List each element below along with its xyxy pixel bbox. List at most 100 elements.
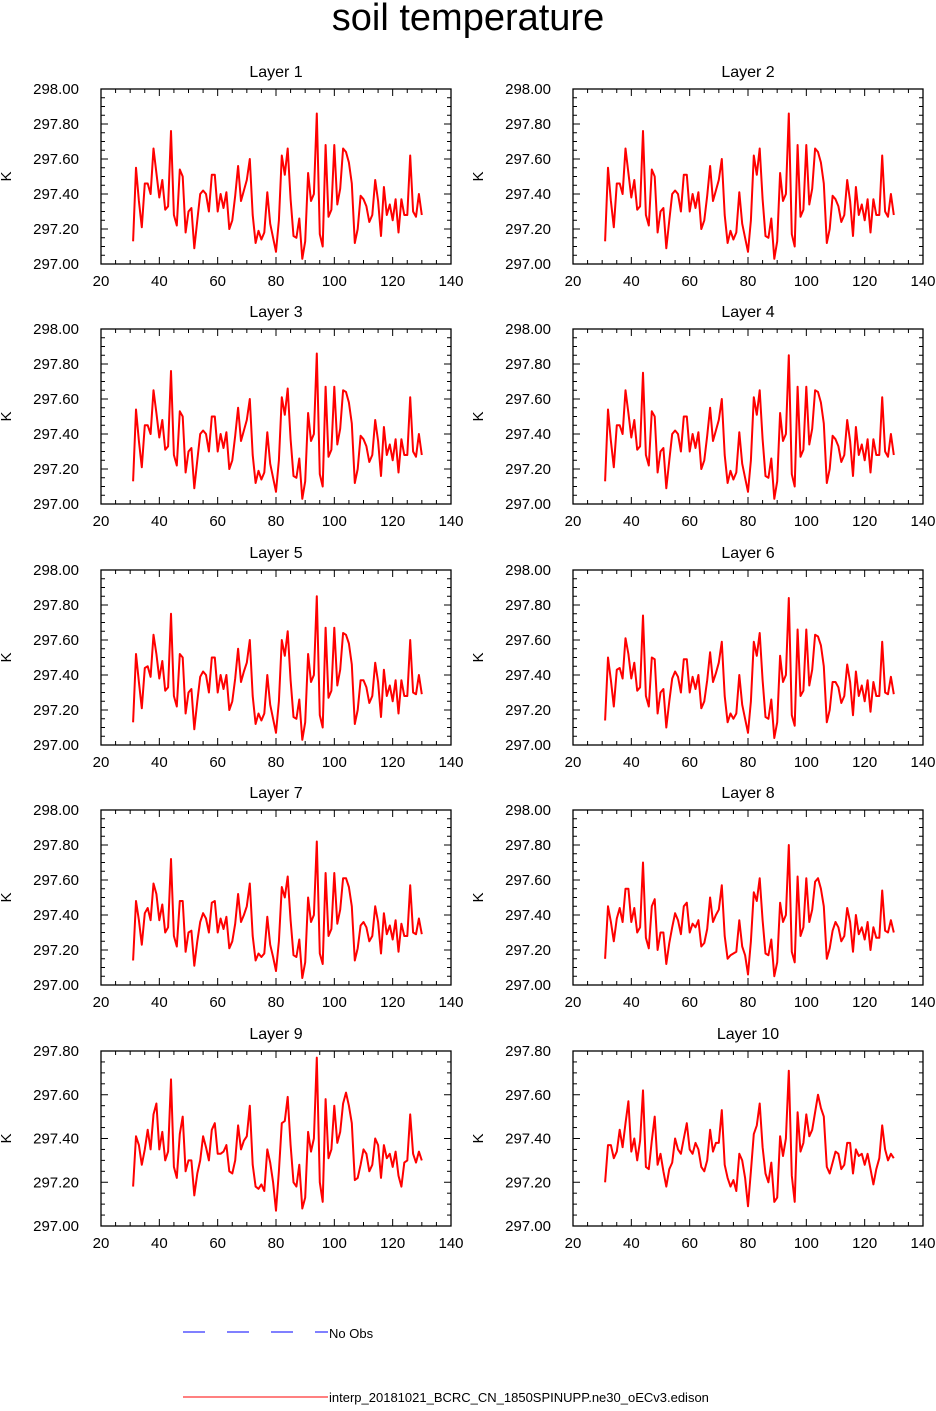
panel-title: Layer 10 <box>717 1026 779 1043</box>
x-tick-label: 20 <box>93 754 110 771</box>
panel-title: Layer 8 <box>721 785 774 802</box>
x-tick-label: 80 <box>268 273 285 290</box>
panel-6: Layer 6 K 20 40 60 80 100 120 140 297.00 297.20 297… <box>470 545 936 771</box>
y-tick-label: 297.40 <box>505 667 551 684</box>
series-line <box>132 840 423 979</box>
y-tick-label: 297.60 <box>505 1087 551 1104</box>
y-tick-label: 297.80 <box>505 837 551 854</box>
plot-frame <box>572 88 924 265</box>
x-tick-label: 120 <box>852 513 877 530</box>
y-axis-label: K <box>0 892 15 902</box>
x-tick-label: 80 <box>268 754 285 771</box>
figure-title: soil temperature <box>332 0 604 39</box>
x-tick-label: 120 <box>380 273 405 290</box>
x-tick-label: 140 <box>910 513 935 530</box>
plot-frame <box>100 328 452 505</box>
x-tick-label: 120 <box>380 1235 405 1252</box>
panel-title: Layer 6 <box>721 545 774 562</box>
series-line <box>132 1056 423 1212</box>
y-tick-label: 297.40 <box>505 907 551 924</box>
panel-3: Layer 3 K 20 40 60 80 100 120 140 297.00 297.20 297… <box>0 304 464 530</box>
plot-frame <box>100 88 452 265</box>
x-tick-label: 80 <box>740 513 757 530</box>
panels: Layer 1 K 20 40 60 80 100 120 140 297.00 297.20 297… <box>0 64 936 1252</box>
x-tick-label: 20 <box>565 513 582 530</box>
panel-4: Layer 4 K 20 40 60 80 100 120 140 297.00 297.20 297… <box>470 304 936 530</box>
y-axis-label: K <box>470 1133 487 1143</box>
x-tick-label: 120 <box>852 994 877 1011</box>
x-tick-label: 60 <box>681 994 698 1011</box>
x-tick-label: 100 <box>322 754 347 771</box>
panel-title: Layer 3 <box>249 304 302 321</box>
panel-2: Layer 2 K 20 40 60 80 100 120 140 297.00 297.20 297… <box>470 64 936 290</box>
y-tick-label: 297.80 <box>505 116 551 133</box>
x-tick-label: 40 <box>623 994 640 1011</box>
y-tick-label: 297.20 <box>33 221 79 238</box>
y-tick-label: 297.40 <box>33 426 79 443</box>
y-tick-label: 297.00 <box>505 977 551 994</box>
series-line <box>604 354 895 500</box>
x-tick-label: 60 <box>681 1235 698 1252</box>
x-tick-label: 80 <box>268 1235 285 1252</box>
y-tick-label: 298.00 <box>505 321 551 338</box>
y-tick-label: 298.00 <box>33 81 79 98</box>
y-axis-label: K <box>470 652 487 662</box>
series-line <box>604 1069 895 1208</box>
x-tick-label: 140 <box>438 1235 463 1252</box>
y-tick-label: 297.20 <box>505 221 551 238</box>
x-tick-label: 40 <box>623 513 640 530</box>
plot-frame <box>100 569 452 746</box>
panel-1: Layer 1 K 20 40 60 80 100 120 140 297.00 297.20 297… <box>0 64 464 290</box>
x-tick-label: 20 <box>93 513 110 530</box>
y-tick-label: 297.00 <box>505 496 551 513</box>
y-tick-label: 297.60 <box>505 391 551 408</box>
y-tick-label: 297.00 <box>505 1218 551 1235</box>
y-axis-label: K <box>470 171 487 181</box>
x-tick-label: 80 <box>740 754 757 771</box>
x-tick-label: 80 <box>268 513 285 530</box>
y-tick-label: 297.60 <box>33 151 79 168</box>
y-tick-label: 297.20 <box>505 702 551 719</box>
y-tick-label: 297.40 <box>33 186 79 203</box>
x-tick-label: 40 <box>623 273 640 290</box>
panel-9: Layer 9 K 20 40 60 80 100 120 140 297.00 297.20 297… <box>0 1026 464 1252</box>
y-tick-label: 297.80 <box>33 1043 79 1060</box>
y-tick-label: 297.80 <box>33 116 79 133</box>
panel-10: Layer 10 K 20 40 60 80 100 120 140 297.00 297.20 29… <box>470 1026 936 1252</box>
y-tick-label: 297.80 <box>33 837 79 854</box>
x-tick-label: 140 <box>438 273 463 290</box>
series-line <box>132 112 423 260</box>
y-tick-label: 297.00 <box>33 256 79 273</box>
y-tick-label: 297.00 <box>33 977 79 994</box>
y-tick-label: 297.60 <box>33 391 79 408</box>
series-line <box>132 352 423 500</box>
y-tick-label: 297.00 <box>505 737 551 754</box>
x-tick-label: 140 <box>438 994 463 1011</box>
y-tick-label: 297.80 <box>505 356 551 373</box>
series-line <box>604 844 895 978</box>
x-tick-label: 60 <box>681 754 698 771</box>
x-tick-label: 80 <box>740 1235 757 1252</box>
legend-model-label: interp_20181021_BCRC_CN_1850SPINUPP.ne30… <box>329 1390 709 1405</box>
x-tick-label: 120 <box>852 1235 877 1252</box>
x-tick-label: 120 <box>380 994 405 1011</box>
x-tick-label: 120 <box>852 754 877 771</box>
y-tick-label: 297.80 <box>505 597 551 614</box>
y-axis-label: K <box>470 411 487 421</box>
y-tick-label: 297.40 <box>505 186 551 203</box>
x-tick-label: 100 <box>322 273 347 290</box>
x-tick-label: 140 <box>910 1235 935 1252</box>
y-tick-label: 297.20 <box>33 1174 79 1191</box>
series-line <box>604 112 895 260</box>
legend-obs-label: No Obs <box>329 1326 374 1341</box>
panel-7: Layer 7 K 20 40 60 80 100 120 140 297.00 297.20 297… <box>0 785 464 1011</box>
x-tick-label: 40 <box>151 273 168 290</box>
x-tick-label: 20 <box>565 273 582 290</box>
x-tick-label: 60 <box>681 513 698 530</box>
x-tick-label: 100 <box>794 513 819 530</box>
x-tick-label: 20 <box>93 994 110 1011</box>
y-tick-label: 297.00 <box>33 496 79 513</box>
y-axis-label: K <box>470 892 487 902</box>
